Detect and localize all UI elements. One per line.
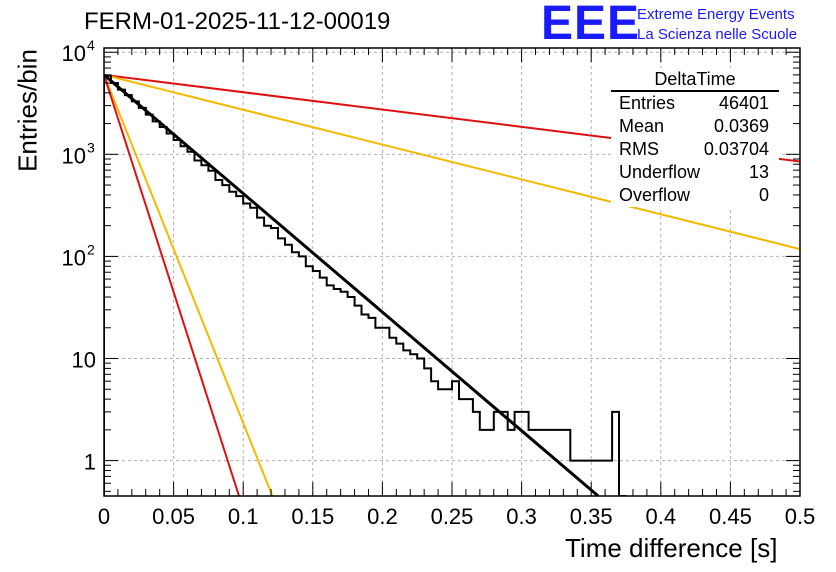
eee-logo: EEE <box>541 0 641 50</box>
x-tick-label: 0.25 <box>431 504 474 529</box>
stats-value: 0.03704 <box>703 139 769 159</box>
y-tick-label: 1 <box>84 450 96 475</box>
stats-label: Overflow <box>619 185 691 205</box>
y-tick-exponent: 4 <box>87 37 95 53</box>
x-tick-label: 0.2 <box>367 504 398 529</box>
stats-label: Entries <box>619 93 676 113</box>
y-tick-label: 10 <box>62 41 86 66</box>
series-orange-fast <box>104 74 274 496</box>
x-tick-label: 0.05 <box>152 504 195 529</box>
x-tick-label: 0.35 <box>570 504 613 529</box>
histogram-deltatime <box>104 74 626 496</box>
x-tick-label: 0.15 <box>291 504 334 529</box>
stats-value: 0.0369 <box>713 116 769 136</box>
logo-line-1: Extreme Energy Events <box>637 6 795 23</box>
y-tick-label: 10 <box>72 348 96 373</box>
stats-label: Mean <box>619 116 665 136</box>
x-tick-label: 0.45 <box>709 504 752 529</box>
stats-row-rms: RMS 0.03704 <box>611 138 779 161</box>
stats-label: RMS <box>619 139 659 159</box>
series-orange-slow <box>104 73 800 251</box>
x-axis-label: Time difference [s] <box>565 533 778 563</box>
x-tick-label: 0.3 <box>506 504 537 529</box>
stats-row-mean: Mean 0.0369 <box>611 115 779 138</box>
stats-value: 46401 <box>718 93 769 113</box>
eee-logo-caption: Extreme Energy Events La Scienza nelle S… <box>637 5 797 45</box>
series-red-fast <box>104 74 240 496</box>
stats-row-underflow: Underflow 13 <box>611 161 779 184</box>
stats-label: Underflow <box>619 162 701 182</box>
y-tick-label: 10 <box>62 143 86 168</box>
y-tick-exponent: 3 <box>87 139 95 155</box>
logo-line-2: La Scienza nelle Scuole <box>637 26 798 43</box>
stats-value: 0 <box>758 185 769 205</box>
x-tick-label: 0.5 <box>785 504 816 529</box>
x-tick-label: 0.4 <box>646 504 677 529</box>
stats-row-overflow: Overflow 0 <box>611 184 779 207</box>
stats-title: DeltaTime <box>611 68 779 92</box>
y-axis-label: Entries/bin <box>12 49 43 172</box>
x-tick-label: 0.1 <box>228 504 259 529</box>
y-tick-exponent: 2 <box>87 241 95 257</box>
x-tick-label: 0 <box>98 504 110 529</box>
stats-row-entries: Entries 46401 <box>611 92 779 115</box>
y-tick-label: 10 <box>62 245 86 270</box>
stats-value: 13 <box>748 162 769 182</box>
stats-box: DeltaTime Entries 46401 Mean 0.0369 RMS … <box>611 68 779 207</box>
run-title: FERM-01-2025-11-12-00019 <box>84 8 391 35</box>
series-fit <box>104 73 600 496</box>
